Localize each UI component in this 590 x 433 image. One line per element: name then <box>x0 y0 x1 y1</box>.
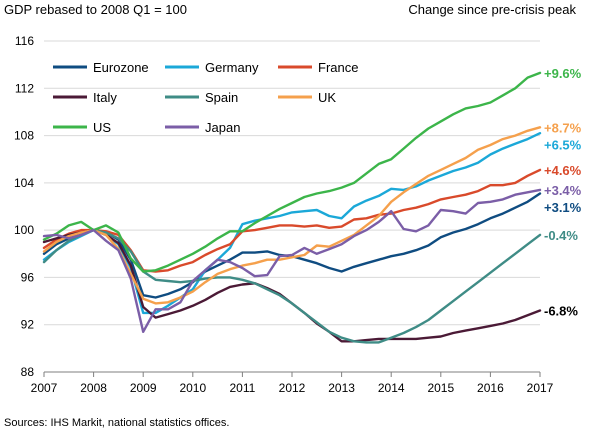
legend-label-germany: Germany <box>205 60 259 75</box>
legend-label-us: US <box>93 120 111 135</box>
x-tick-label: 2010 <box>179 381 206 395</box>
x-tick-label: 2013 <box>328 381 355 395</box>
x-tick-label: 2012 <box>279 381 306 395</box>
series-line-uk <box>42 126 542 305</box>
x-tick-label: 2015 <box>427 381 454 395</box>
legend: Eurozone Germany France Italy Spain UK US Japan <box>53 60 358 135</box>
end-label-france: +4.6% <box>544 163 582 178</box>
x-tick-label: 2009 <box>130 381 157 395</box>
end-label-italy: -6.8% <box>544 304 578 319</box>
y-tick-label: 96 <box>21 270 35 284</box>
x-tick-label: 2014 <box>378 381 405 395</box>
series-lines <box>42 71 542 344</box>
y-tick-label: 112 <box>15 81 34 95</box>
x-tick-label: 2017 <box>527 381 554 395</box>
legend-label-uk: UK <box>318 90 336 105</box>
legend-label-france: France <box>318 60 358 75</box>
end-label-eurozone: +3.1% <box>544 200 582 215</box>
y-tick-label: 100 <box>14 223 34 237</box>
y-tick-label: 92 <box>21 318 35 332</box>
series-line-japan <box>42 188 542 333</box>
end-label-us: +9.6% <box>544 66 582 81</box>
x-tick-label: 2011 <box>229 381 255 395</box>
x-tick-label: 2007 <box>31 381 58 395</box>
series-line-france <box>42 168 542 273</box>
axes: 88 92 96 100 104 108 112 116 2007 2008 2009 2010 201… <box>14 34 554 395</box>
source-note: Sources: IHS Markit, national statistics… <box>4 417 230 429</box>
legend-label-spain: Spain <box>205 90 238 105</box>
x-tick-label: 2016 <box>477 381 504 395</box>
legend-label-eurozone: Eurozone <box>93 60 149 75</box>
end-label-spain: -0.4% <box>544 228 578 243</box>
y-tick-label: 88 <box>21 365 35 379</box>
legend-label-italy: Italy <box>93 90 117 105</box>
x-tick-label: 2008 <box>80 381 107 395</box>
series-line-spain <box>42 228 542 344</box>
series-line-germany <box>42 131 542 315</box>
end-labels: +9.6% +8.7% +6.5% +4.6% +3.4% +3.1% -0.4% -6.8% <box>544 66 582 319</box>
chart-title: GDP rebased to 2008 Q1 = 100 <box>4 2 187 17</box>
legend-label-japan: Japan <box>205 120 240 135</box>
y-tick-label: 104 <box>14 176 34 190</box>
end-label-uk: +8.7% <box>544 120 582 135</box>
end-label-japan: +3.4% <box>544 183 582 198</box>
grid <box>44 40 540 326</box>
chart-subtitle: Change since pre-crisis peak <box>408 2 576 17</box>
series-line-us <box>42 71 542 273</box>
end-label-germany: +6.5% <box>544 137 582 152</box>
y-tick-label: 116 <box>15 34 34 48</box>
y-tick-label: 108 <box>14 129 34 143</box>
